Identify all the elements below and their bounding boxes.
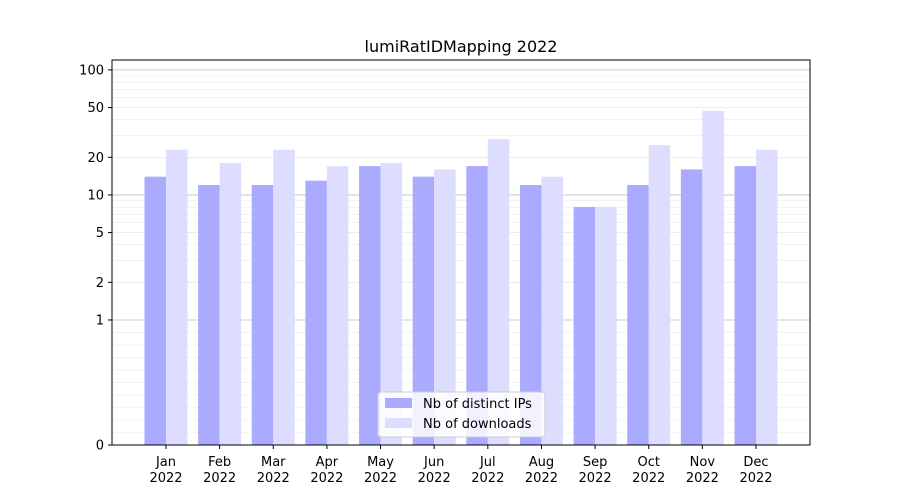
x-tick-label-month: Feb xyxy=(208,455,231,470)
legend-box xyxy=(377,391,546,438)
bar-ips xyxy=(359,166,381,445)
x-tick-label-year: 2022 xyxy=(525,471,558,486)
bar-ips xyxy=(734,166,756,445)
x-tick-label-month: Jul xyxy=(479,455,496,470)
x-tick-label-month: May xyxy=(367,455,394,470)
bar-ips xyxy=(466,166,488,445)
bar-downloads xyxy=(756,149,778,446)
bar-ips xyxy=(251,185,274,445)
bar-downloads xyxy=(595,207,617,445)
x-tick-label-year: 2022 xyxy=(471,471,504,486)
bar-ips xyxy=(305,180,327,445)
bar-downloads xyxy=(434,169,456,445)
x-axis: Jan2022Feb2022Mar2022Apr2022May2022Jun20… xyxy=(149,445,773,486)
y-tick-label: 100 xyxy=(79,63,104,78)
x-tick-label-year: 2022 xyxy=(686,471,719,486)
x-tick-label-year: 2022 xyxy=(579,471,612,486)
x-tick-label-month: Jun xyxy=(423,455,444,470)
chart-title: lumiRatIDMapping 2022 xyxy=(365,37,558,56)
bar-downloads xyxy=(487,139,510,445)
x-tick-label-year: 2022 xyxy=(203,471,236,486)
legend: Nb of distinct IPs Nb of downloads xyxy=(377,391,546,438)
x-tick-label-month: Aug xyxy=(529,455,554,470)
bar-downloads xyxy=(219,163,242,445)
bar-ips xyxy=(627,185,649,445)
x-tick-label-year: 2022 xyxy=(364,471,397,486)
y-tick-label: 50 xyxy=(87,101,104,116)
y-tick-label: 0 xyxy=(96,439,104,454)
x-tick-label-year: 2022 xyxy=(149,471,182,486)
y-axis: 0 1 2 5 10 20 50 100 xyxy=(79,63,112,454)
bar-downloads xyxy=(702,110,724,445)
legend-label: Nb of distinct IPs xyxy=(423,397,532,412)
bar-ips xyxy=(519,185,542,445)
x-tick-label-month: Mar xyxy=(261,455,286,470)
x-tick-label-month: Sep xyxy=(583,455,608,470)
y-tick-label: 5 xyxy=(96,226,104,241)
x-tick-label-month: Jan xyxy=(155,455,176,470)
y-tick-label: 10 xyxy=(87,188,104,203)
bar-downloads xyxy=(541,176,563,445)
x-tick-label-year: 2022 xyxy=(257,471,290,486)
y-tick-label: 2 xyxy=(96,276,104,291)
x-tick-label-month: Apr xyxy=(316,455,339,470)
x-tick-label-year: 2022 xyxy=(418,471,451,486)
bar-ips xyxy=(573,207,596,445)
bar-downloads xyxy=(326,166,349,445)
x-tick-label-year: 2022 xyxy=(739,471,772,486)
bar-downloads xyxy=(166,149,188,446)
bar-downloads xyxy=(648,145,671,445)
y-tick-label: 20 xyxy=(87,151,104,166)
legend-swatch xyxy=(385,418,412,428)
bar-ips xyxy=(680,169,703,445)
bar-ips xyxy=(144,176,166,445)
bar-downloads xyxy=(273,149,295,446)
x-tick-label-month: Oct xyxy=(637,455,659,470)
bar-downloads xyxy=(380,163,403,445)
x-tick-label-year: 2022 xyxy=(310,471,343,486)
bars xyxy=(144,110,778,446)
x-tick-label-year: 2022 xyxy=(632,471,665,486)
legend-swatch xyxy=(385,398,412,408)
legend-label: Nb of downloads xyxy=(423,417,532,432)
plot-frame xyxy=(111,59,811,446)
bar-ips xyxy=(198,185,220,445)
y-tick-label: 1 xyxy=(96,313,104,328)
x-tick-label-month: Nov xyxy=(690,455,716,470)
bar-ips xyxy=(412,176,435,445)
x-tick-label-month: Dec xyxy=(743,455,768,470)
